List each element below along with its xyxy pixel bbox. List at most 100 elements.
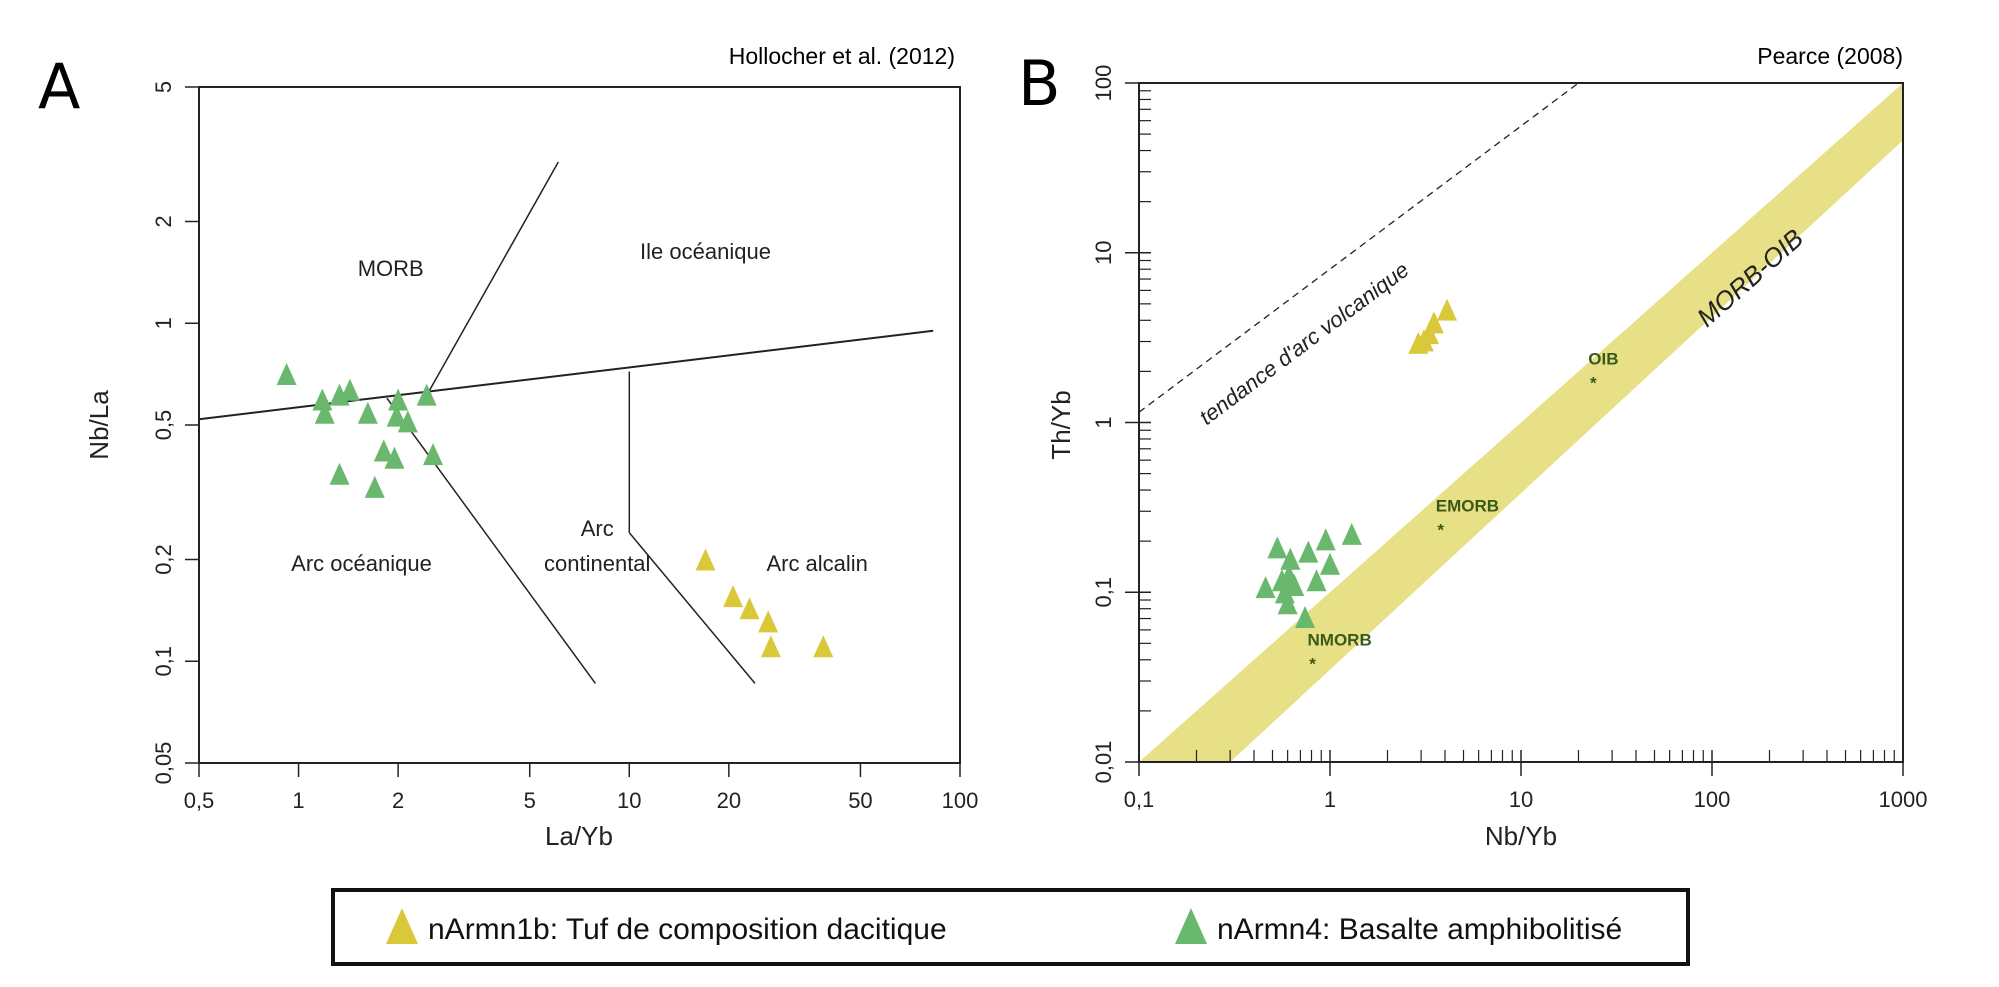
- data-point-triangle: [329, 462, 350, 485]
- x-tick-label: 0,1: [1124, 787, 1155, 812]
- x-tick-label: 20: [717, 788, 741, 813]
- panel-b-points: [1255, 298, 1458, 629]
- data-point-triangle: [1295, 606, 1316, 629]
- field-label: Ile océanique: [640, 239, 771, 264]
- legend-marker-green-triangle-icon: [1175, 908, 1207, 944]
- panel-letter-a: A: [38, 50, 80, 123]
- field-label: Arc alcalin: [766, 551, 867, 576]
- x-tick-label: 2: [392, 788, 404, 813]
- y-tick-label: 0,5: [151, 410, 176, 441]
- data-point-triangle: [760, 635, 781, 658]
- y-tick-label: 2: [151, 215, 176, 227]
- data-point-triangle: [339, 378, 360, 401]
- legend-label-dacitic-tuff: nArmn1b: Tuf de composition dacitique: [428, 913, 947, 946]
- x-tick-label: 1: [292, 788, 304, 813]
- panel-b-reference: Pearce (2008): [1757, 43, 1903, 69]
- data-point-triangle: [314, 401, 335, 424]
- data-point-triangle: [357, 401, 378, 424]
- x-tick-label: 10: [1509, 787, 1533, 812]
- data-point-triangle: [416, 383, 437, 406]
- panel-a-points: [276, 363, 834, 658]
- data-point-triangle: [1267, 536, 1288, 559]
- y-tick-label: 100: [1091, 65, 1116, 102]
- panel-b-morb-oib-band: MORB-OIB: [1139, 83, 1903, 762]
- data-point-triangle: [1298, 540, 1319, 563]
- data-point-triangle: [813, 635, 834, 658]
- x-tick-label: 0,5: [184, 788, 215, 813]
- data-point-triangle: [312, 388, 333, 411]
- data-point-triangle: [364, 475, 385, 498]
- panel-b-axes: 0,1 1 10 100 1000 0,01 0,1 1 10 100: [1091, 65, 1927, 812]
- y-tick-label: 0,2: [151, 544, 176, 575]
- y-tick-label: 10: [1091, 241, 1116, 265]
- y-tick-label: 0,01: [1091, 741, 1116, 784]
- legend: nArmn1b: Tuf de composition dacitique nA…: [331, 888, 1690, 966]
- field-line-morb-oib-arc-divide: [198, 329, 934, 421]
- panel-b: B Pearce (2008) MORB-OIB tendance d'arc …: [1018, 43, 1927, 851]
- legend-label-amphibolitized-basalt: nArmn4: Basalte amphibolitisé: [1217, 913, 1622, 946]
- reference-label: EMORB: [1436, 497, 1499, 516]
- data-point-triangle: [388, 388, 409, 411]
- y-tick-label: 1: [151, 317, 176, 329]
- data-point-triangle: [1315, 528, 1336, 551]
- reference-asterisk: *: [1309, 655, 1316, 674]
- data-point-triangle: [1306, 569, 1327, 592]
- data-point-triangle: [723, 585, 744, 608]
- reference-label: NMORB: [1308, 631, 1372, 650]
- panel-b-xlabel: Nb/Yb: [1485, 821, 1557, 851]
- panel-a-field-labels: MORB Ile océanique Arc océanique Arc contine…: [291, 239, 868, 576]
- field-label: MORB: [358, 256, 424, 281]
- reference-label: OIB: [1588, 349, 1618, 368]
- y-tick-label: 5: [151, 81, 176, 93]
- x-tick-label: 100: [1694, 787, 1731, 812]
- panel-a-field-lines: [198, 161, 934, 684]
- reference-asterisk: *: [1437, 521, 1444, 540]
- legend-box: [331, 888, 1690, 966]
- data-point-triangle: [384, 446, 405, 469]
- x-tick-label: 1000: [1879, 787, 1928, 812]
- arc-trend-line: [1138, 82, 1579, 413]
- x-tick-label: 1: [1324, 787, 1336, 812]
- arc-trend-label: tendance d'arc volcanique: [1195, 257, 1414, 430]
- data-point-triangle: [1437, 298, 1458, 321]
- data-point-triangle: [1320, 552, 1340, 575]
- data-point-triangle: [397, 410, 418, 433]
- x-tick-label: 100: [942, 788, 979, 813]
- panel-a-reference: Hollocher et al. (2012): [729, 43, 955, 69]
- data-point-triangle: [1277, 592, 1298, 615]
- data-point-triangle: [276, 363, 297, 386]
- field-label: Arc océanique: [291, 551, 432, 576]
- data-point-triangle: [758, 610, 779, 633]
- field-label: continental: [544, 551, 650, 576]
- x-tick-label: 50: [848, 788, 872, 813]
- data-point-triangle: [1341, 522, 1362, 545]
- panel-b-arc-trend: tendance d'arc volcanique: [1138, 82, 1579, 430]
- field-line-continental-alkaline-arc-divide: [628, 532, 756, 684]
- panel-letter-b: B: [1018, 47, 1061, 120]
- data-point-triangle: [1423, 311, 1444, 334]
- data-point-triangle: [1255, 576, 1276, 599]
- data-point-triangle: [386, 404, 407, 427]
- panel-a-xlabel: La/Yb: [545, 821, 613, 851]
- panel-b-ylabel: Th/Yb: [1046, 390, 1076, 459]
- data-point-triangle: [739, 597, 760, 620]
- panel-b-reference-points: * NMORB * EMORB * OIB: [1308, 349, 1619, 673]
- panel-a: A Hollocher et al. (2012) MORB Ile océani…: [38, 43, 978, 851]
- y-tick-label: 0,05: [151, 742, 176, 785]
- panel-a-ylabel: Nb/La: [84, 390, 114, 460]
- data-point-triangle: [1280, 547, 1301, 570]
- x-tick-label: 5: [524, 788, 536, 813]
- field-label: Arc: [581, 516, 614, 541]
- y-tick-label: 0,1: [151, 646, 176, 677]
- x-tick-label: 10: [617, 788, 641, 813]
- field-line-oceanic-continental-arc-divide: [386, 397, 597, 684]
- panel-a-axes: 0,5 1 2 5 10 20 50 100 0,05 0,1 0,2 0,5 1 2 5: [151, 81, 978, 813]
- y-tick-label: 0,1: [1091, 577, 1116, 608]
- data-point-triangle: [1271, 569, 1292, 592]
- field-line-morb-oib-divide: [427, 161, 559, 394]
- y-tick-label: 1: [1091, 416, 1116, 428]
- data-point-triangle: [373, 439, 394, 462]
- morb-oib-band-area: [1139, 83, 1903, 762]
- data-point-triangle: [695, 548, 716, 571]
